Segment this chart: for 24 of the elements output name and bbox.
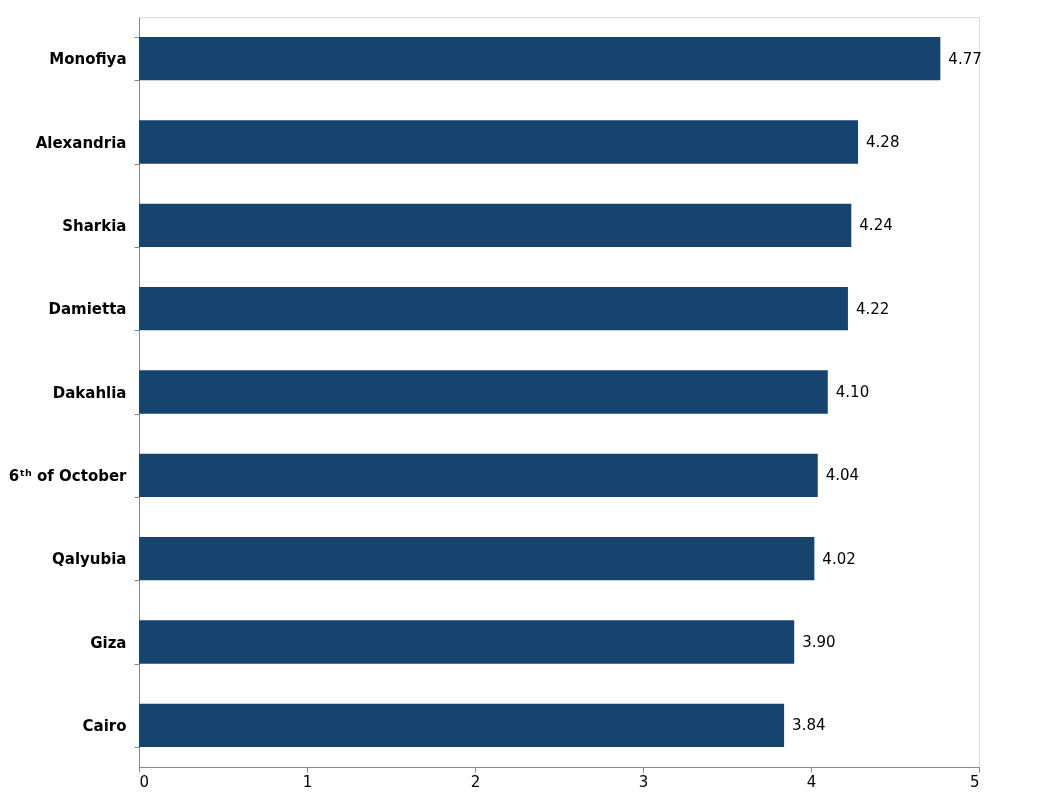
data-label: 4.24 — [859, 216, 893, 235]
data-label: 4.10 — [835, 383, 870, 401]
y-tick-label: Sharkia — [62, 216, 127, 235]
data-label: 4.02 — [822, 549, 856, 568]
data-label: 4.04 — [825, 466, 860, 485]
data-label: 4.22 — [855, 299, 890, 318]
y-tick-label: Alexandria — [35, 133, 127, 152]
data-label: 3.84 — [792, 716, 826, 735]
x-tick-label: 4 — [806, 772, 817, 791]
data-label: 4.77 — [948, 49, 982, 68]
data-label: 3.90 — [802, 633, 836, 651]
x-tick-label: 5 — [969, 772, 980, 791]
y-tick-label: Damietta — [48, 300, 127, 319]
y-tick-label: Giza — [90, 633, 127, 652]
y-tick-label: 6ᵗʰ of October — [8, 466, 128, 485]
x-tick-label: 1 — [302, 772, 313, 791]
x-tick-label: 3 — [638, 772, 649, 791]
x-tick-label: 0 — [139, 772, 150, 791]
data-label: 4.28 — [866, 133, 900, 151]
x-tick-label: 2 — [470, 772, 481, 791]
y-tick-label: Qalyubia — [52, 550, 127, 569]
y-tick-label: Cairo — [82, 716, 127, 735]
y-tick-label: Dakahlia — [52, 383, 127, 402]
y-tick-label: Monofiya — [49, 50, 127, 69]
